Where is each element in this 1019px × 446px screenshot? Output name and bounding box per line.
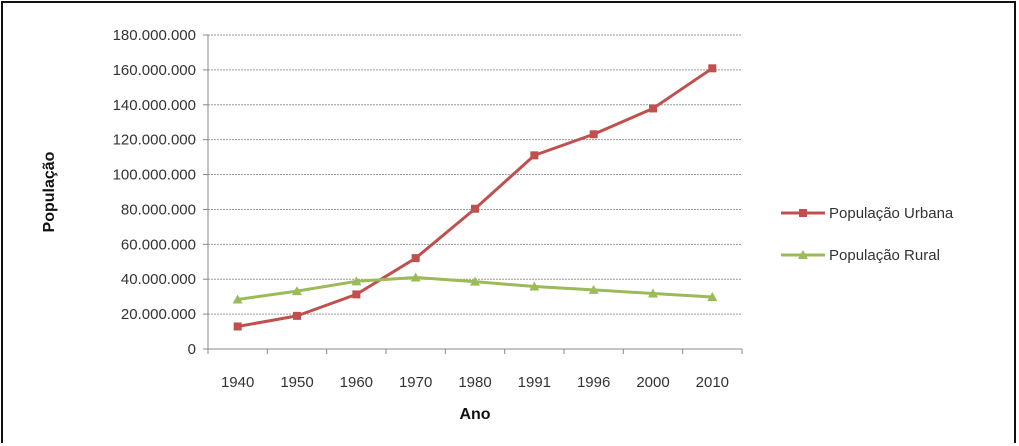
y-tick-label: 100.000.000 (113, 167, 196, 184)
data-point (410, 272, 421, 282)
legend-marker (798, 250, 808, 259)
y-tick-label: 80.000.000 (121, 201, 196, 218)
data-point (292, 286, 302, 296)
y-tick-label: 120.000.000 (113, 132, 196, 149)
x-tick-label: 1960 (340, 374, 373, 391)
legend-item: População Urbana (781, 205, 954, 222)
x-axis-ticks: 1940 1950 1960 1970 1980 1991 1996 2000 2010 (207, 349, 743, 391)
gridlines (208, 34, 742, 315)
data-point (530, 151, 539, 160)
data-point (232, 294, 243, 304)
y-tick-label: 60.000.000 (121, 236, 196, 253)
data-point (471, 204, 479, 213)
x-tick-label: 1980 (458, 374, 491, 391)
y-axis-ticks: 0 20.000.000 40.000.000 60.000.000 80.000.00… (113, 27, 208, 358)
data-point (411, 254, 420, 263)
y-tick-label: 40.000.000 (121, 271, 196, 288)
x-tick-label: 2000 (636, 374, 669, 391)
data-point (233, 322, 242, 331)
legend-marker (799, 209, 807, 217)
series-rural (232, 272, 718, 304)
x-axis-title: Ano (459, 406, 490, 423)
y-tick-label: 180.000.000 (113, 27, 196, 44)
legend: População Urbana População Rural (781, 205, 954, 264)
data-point (470, 276, 480, 286)
x-tick-label: 1950 (280, 374, 313, 391)
data-point (529, 281, 540, 291)
series-urbana (233, 64, 717, 331)
data-point (588, 284, 599, 294)
series-layer (232, 64, 718, 331)
x-tick-label: 2010 (696, 374, 729, 391)
y-tick-label: 140.000.000 (113, 97, 196, 114)
x-tick-label: 1970 (399, 374, 432, 391)
data-point (352, 290, 361, 299)
data-point (589, 130, 598, 139)
data-point (649, 104, 657, 113)
data-point (708, 64, 717, 73)
y-tick-label: 160.000.000 (113, 62, 196, 79)
x-tick-label: 1940 (221, 374, 254, 391)
x-tick-label: 1991 (518, 374, 551, 391)
data-point (648, 288, 658, 298)
legend-label: População Urbana (829, 205, 954, 222)
data-point (293, 311, 301, 320)
legend-item: População Rural (781, 247, 940, 264)
data-point (707, 292, 718, 302)
legend-label: População Rural (829, 247, 940, 264)
x-tick-label: 1996 (577, 374, 610, 391)
y-tick-label: 20.000.000 (121, 306, 196, 323)
data-point (351, 276, 362, 286)
y-axis-title: População (41, 151, 58, 232)
y-tick-label: 0 (188, 341, 196, 358)
